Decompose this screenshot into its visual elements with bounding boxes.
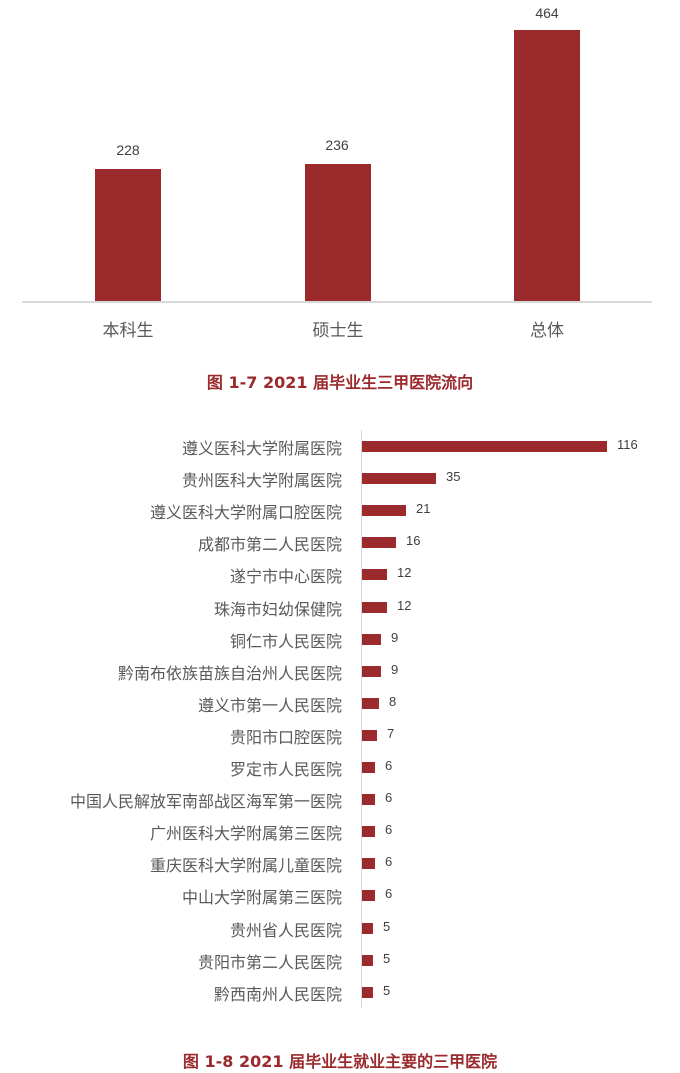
category-label: 遵义医科大学附属口腔医院	[149, 503, 342, 523]
table-row: 成都市第二人民医院 16	[0, 527, 680, 559]
table-row: 贵州省人民医院 5	[0, 913, 680, 945]
category-label: 黔南布依族苗族自治州人民医院	[117, 663, 342, 683]
table-row: 中国人民解放军南部战区海军第一医院 6	[0, 784, 680, 816]
category-label: 铜仁市人民医院	[229, 631, 342, 651]
data-label: 9	[391, 661, 399, 677]
table-row: 广州医科大学附属第三医院 6	[0, 816, 680, 848]
bar	[362, 729, 377, 741]
category-label: 珠海市妇幼保健院	[213, 599, 342, 619]
category-label: 本科生	[102, 321, 154, 341]
data-label: 5	[383, 950, 391, 966]
bar	[362, 922, 373, 934]
data-label: 8	[389, 693, 397, 709]
data-label: 5	[383, 982, 391, 998]
category-label: 遵义市第一人民医院	[197, 695, 342, 715]
bar	[362, 890, 375, 902]
data-label: 236	[325, 137, 349, 153]
table-row: 黔西南州人民医院 5	[0, 977, 680, 1009]
bar	[305, 164, 371, 301]
data-label: 6	[385, 790, 393, 806]
data-label: 9	[391, 629, 399, 645]
data-label: 6	[385, 886, 393, 902]
bar	[362, 601, 387, 613]
table-row: 罗定市人民医院 6	[0, 752, 680, 784]
category-label: 遂宁市中心医院	[229, 567, 342, 587]
table-row: 遵义市第一人民医院 8	[0, 688, 680, 720]
category-label: 遵义医科大学附属医院	[181, 439, 342, 458]
figure-caption-1-7: 图 1-7 2021 届毕业生三甲医院流向	[206, 373, 474, 392]
bar	[362, 441, 607, 452]
bar	[362, 762, 375, 773]
data-label: 35	[446, 469, 461, 485]
data-label: 7	[387, 725, 395, 741]
bar	[362, 473, 436, 485]
data-label: 6	[385, 758, 393, 773]
x-axis-line	[22, 301, 652, 303]
category-label: 贵阳市口腔医院	[229, 727, 342, 747]
data-label: 116	[617, 437, 638, 452]
bar	[362, 633, 381, 645]
table-row: 贵阳市口腔医院 7	[0, 720, 680, 752]
category-label: 罗定市人民医院	[229, 760, 342, 779]
table-row: 珠海市妇幼保健院 12	[0, 592, 680, 624]
category-label: 贵州省人民医院	[229, 920, 342, 940]
data-label: 16	[406, 533, 421, 549]
table-row: 贵阳市第二人民医院 5	[0, 945, 680, 977]
category-label: 重庆医科大学附属儿童医院	[149, 856, 342, 876]
category-label: 中山大学附属第三医院	[181, 888, 342, 908]
data-label: 6	[385, 822, 393, 838]
table-row: 重庆医科大学附属儿童医院 6	[0, 848, 680, 880]
y-axis-line	[361, 430, 362, 1008]
bar	[362, 569, 387, 581]
table-row: 黔南布依族苗族自治州人民医院 9	[0, 656, 680, 688]
data-label: 21	[416, 501, 431, 517]
data-label: 228	[116, 142, 140, 158]
table-row: 贵州医科大学附属医院 35	[0, 463, 680, 495]
bar	[362, 794, 375, 806]
bar	[362, 697, 379, 709]
table-row: 中山大学附属第三医院 6	[0, 880, 680, 912]
figure-caption-1-8: 图 1-8 2021 届毕业生就业主要的三甲医院	[182, 1052, 498, 1071]
data-label: 12	[397, 597, 412, 613]
bar	[362, 537, 396, 549]
bar	[362, 826, 375, 838]
table-row: 铜仁市人民医院 9	[0, 624, 680, 656]
bar	[362, 505, 406, 517]
bar	[362, 858, 375, 870]
bar	[362, 986, 373, 998]
data-label: 5	[383, 918, 391, 934]
category-label: 贵阳市第二人民医院	[197, 952, 342, 972]
table-row: 遂宁市中心医院 12	[0, 559, 680, 591]
bar	[362, 954, 373, 966]
data-label: 464	[535, 5, 559, 21]
bar	[362, 665, 381, 677]
data-label: 12	[397, 565, 412, 581]
bar	[514, 30, 580, 301]
bar	[95, 169, 161, 301]
table-row: 遵义医科大学附属口腔医院 21	[0, 495, 680, 527]
category-label: 成都市第二人民医院	[197, 535, 342, 555]
table-row: 遵义医科大学附属医院 116	[0, 431, 680, 463]
category-label: 黔西南州人民医院	[213, 984, 342, 1004]
category-label: 总体	[530, 321, 564, 341]
category-label: 中国人民解放军南部战区海军第一医院	[69, 792, 342, 812]
category-label: 广州医科大学附属第三医院	[149, 824, 342, 844]
category-label: 硕士生	[312, 321, 364, 341]
data-label: 6	[385, 854, 393, 870]
category-label: 贵州医科大学附属医院	[181, 471, 342, 491]
